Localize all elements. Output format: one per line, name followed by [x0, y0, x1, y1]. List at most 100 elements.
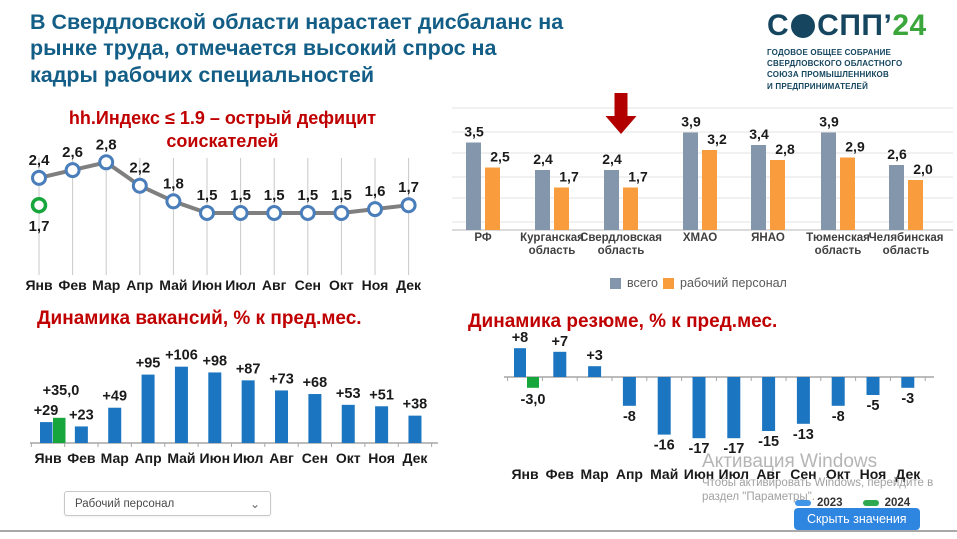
svg-text:ЯНАО: ЯНАО: [751, 232, 785, 244]
logo-subtitle-line: СОЮЗА ПРОМЫШЛЕННИКОВ: [767, 70, 889, 80]
svg-text:Апр: Апр: [126, 277, 153, 293]
vacancies-chart-canvas: +29 +35,0 Янв +23 Фев +49 Мар +95 Апр +106 Май +98 И…: [30, 348, 438, 466]
svg-text:Апр: Апр: [135, 450, 162, 466]
svg-text:2,5: 2,5: [490, 149, 510, 165]
svg-text:Июл: Июл: [233, 450, 264, 466]
svg-text:Янв: Янв: [511, 466, 539, 482]
svg-text:1,5: 1,5: [197, 187, 218, 204]
svg-text:2,0: 2,0: [913, 161, 933, 177]
svg-text:Дек: Дек: [895, 466, 921, 482]
vacancies-chart-title: Динамика вакансий, % к пред.мес.: [37, 308, 362, 329]
svg-text:Окт: Окт: [826, 466, 851, 482]
logo-apostrophe: ’: [883, 9, 893, 42]
svg-text:Май: Май: [650, 466, 678, 482]
svg-text:Фев: Фев: [58, 277, 87, 293]
regions-hh-index-chart: 3,5 2,5 РФ 2,4 1,7 Курганская область 2,4 1,7 Све…: [450, 92, 957, 302]
svg-text:Тюменская: Тюменская: [806, 232, 870, 244]
svg-text:-16: -16: [654, 438, 675, 454]
svg-text:+38: +38: [403, 397, 428, 413]
svg-text:Фев: Фев: [546, 466, 575, 482]
svg-text:Свердловская: Свердловская: [580, 232, 662, 244]
page-title: В Свердловской области нарастает дисбала…: [30, 10, 564, 87]
svg-text:2,2: 2,2: [129, 160, 150, 177]
svg-text:+23: +23: [69, 407, 94, 423]
staff-filter-dropdown[interactable]: Рабочий персонал ⌄: [64, 491, 271, 516]
regions-chart-canvas: 3,52,5РФ2,41,7Курганскаяобласть2,41,7Све…: [452, 93, 953, 290]
svg-text:РФ: РФ: [474, 232, 492, 244]
svg-text:Фев: Фев: [67, 450, 96, 466]
legend-label-2023: 2023: [817, 497, 843, 509]
svg-text:ХМАО: ХМАО: [683, 232, 717, 244]
slide-bottom-border: [0, 530, 957, 532]
logo-o-circle-icon: [791, 14, 816, 38]
svg-text:область: область: [883, 245, 930, 257]
svg-text:3,9: 3,9: [819, 114, 839, 130]
resumes-chart-canvas: +8 Янв +7 Фев +3 Мар -8 Апр -16 Май -17 Июн -17 Июл -1…: [504, 330, 934, 482]
sospp-logo: С СПП ’ 24 ГОДОВОЕ ОБЩЕЕ СОБРАНИЕ СВЕРДЛ…: [767, 11, 947, 92]
svg-text:1,5: 1,5: [230, 187, 251, 204]
svg-text:+53: +53: [336, 386, 361, 402]
svg-text:Мар: Мар: [581, 466, 609, 482]
logo-subtitle-line: И ПРЕДПРИНИМАТЕЛЕЙ: [767, 81, 869, 91]
svg-text:-8: -8: [623, 409, 636, 425]
svg-text:Май: Май: [159, 277, 187, 293]
svg-text:Июн: Июн: [684, 466, 714, 482]
legend-swatch-2024: [862, 500, 879, 506]
svg-text:Мар: Мар: [92, 277, 120, 293]
svg-text:+68: +68: [303, 375, 328, 391]
svg-text:1,5: 1,5: [331, 187, 352, 204]
legend-label-2024: 2024: [884, 497, 911, 509]
svg-text:2,4: 2,4: [602, 151, 622, 167]
svg-text:Янв: Янв: [25, 277, 53, 293]
legend-item-2023: 2023: [795, 497, 843, 509]
svg-text:+8: +8: [512, 330, 529, 346]
svg-text:Ноя: Ноя: [362, 277, 389, 293]
svg-text:Мар: Мар: [101, 450, 129, 466]
svg-text:1,7: 1,7: [29, 218, 50, 235]
svg-text:1,6: 1,6: [365, 183, 386, 200]
svg-text:Дек: Дек: [402, 450, 428, 466]
svg-text:1,7: 1,7: [559, 169, 579, 185]
resumes-chart: +8 Янв +7 Фев +3 Мар -8 Апр -16 Май -17 Июн -17 Июл -1…: [462, 306, 957, 501]
svg-text:Дек: Дек: [396, 277, 422, 293]
logo-brand-suffix: СПП: [817, 9, 884, 42]
svg-text:-3,0: -3,0: [521, 392, 546, 408]
legend-swatch-2023: [795, 500, 811, 506]
svg-text:2,6: 2,6: [62, 144, 83, 161]
svg-text:рабочий персонал: рабочий персонал: [680, 276, 787, 290]
svg-text:Курганская: Курганская: [520, 232, 584, 244]
svg-text:3,2: 3,2: [707, 131, 727, 147]
svg-text:всего: всего: [627, 276, 658, 290]
svg-text:-5: -5: [867, 398, 880, 414]
svg-text:+95: +95: [136, 356, 161, 372]
logo-subtitle-line: СВЕРДЛОВСКОГО ОБЛАСТНОГО: [767, 59, 903, 69]
vacancies-chart: +29 +35,0 Янв +23 Фев +49 Мар +95 Апр +106 Май +98 И…: [28, 303, 453, 488]
svg-text:2,4: 2,4: [29, 152, 51, 169]
svg-text:3,4: 3,4: [749, 126, 769, 142]
svg-text:Май: Май: [167, 450, 195, 466]
sospp-logo-brand: С СПП ’ 24: [767, 11, 947, 41]
legend-item-2024: 2024: [862, 497, 911, 509]
svg-text:2,9: 2,9: [845, 139, 865, 155]
svg-text:-17: -17: [689, 441, 710, 457]
svg-text:Июл: Июл: [225, 277, 256, 293]
svg-text:+73: +73: [269, 371, 294, 387]
svg-text:Окт: Окт: [329, 277, 354, 293]
svg-text:Окт: Окт: [336, 450, 361, 466]
svg-text:Авг: Авг: [269, 450, 294, 466]
svg-text:Авг: Авг: [756, 466, 781, 482]
svg-text:-3: -3: [901, 391, 914, 407]
svg-text:+87: +87: [236, 361, 261, 377]
svg-text:-8: -8: [832, 409, 845, 425]
svg-text:Июл: Июл: [719, 466, 750, 482]
hide-values-button[interactable]: Скрыть значения: [794, 508, 920, 530]
svg-text:Июн: Июн: [200, 450, 230, 466]
resumes-chart-title: Динамика резюме, % к пред.мес.: [468, 311, 778, 332]
svg-text:-15: -15: [758, 434, 779, 450]
svg-text:Янв: Янв: [34, 450, 62, 466]
logo-brand-prefix: С: [767, 9, 790, 42]
svg-text:+98: +98: [202, 353, 227, 369]
hh-index-chart-canvas: Янв Фев Мар Апр Май Июн Июл Авг Сен Окт Ноя Дек 2,4 2…: [25, 136, 422, 293]
chevron-down-icon: ⌄: [249, 496, 260, 511]
